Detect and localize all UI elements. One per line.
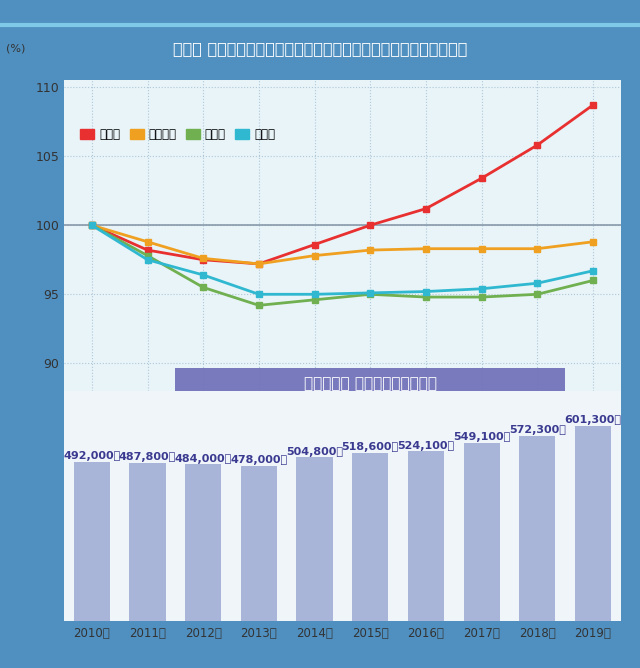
神奈川県 <box>200 255 207 263</box>
神奈川県 <box>422 244 430 253</box>
千葉県 <box>255 291 263 299</box>
Text: 504,800円: 504,800円 <box>286 447 343 457</box>
埼玉県 <box>366 291 374 299</box>
東京都 <box>255 260 263 268</box>
埼玉県 <box>422 293 430 301</box>
千葉県 <box>144 256 152 264</box>
東京都 <box>477 174 486 182</box>
埼玉県 <box>200 283 207 291</box>
東京都 <box>422 204 430 212</box>
千葉県 <box>534 279 541 287</box>
東京都 <box>88 221 96 229</box>
千葉県 <box>366 289 374 297</box>
千葉県 <box>311 291 319 299</box>
千葉県 <box>88 221 96 229</box>
Text: 478,000円: 478,000円 <box>230 456 287 466</box>
Bar <box>463 443 500 621</box>
千葉県 <box>422 287 430 295</box>
東京都 <box>200 256 207 264</box>
Line: 東京都: 東京都 <box>88 102 596 267</box>
東京都 <box>366 221 374 229</box>
埼玉県 <box>88 221 96 229</box>
Bar <box>575 426 611 621</box>
神奈川県 <box>366 246 374 254</box>
Line: 千葉県: 千葉県 <box>88 222 596 298</box>
Bar <box>296 458 333 621</box>
Text: 東京２３区 住宅地の平均㎡単価: 東京２３区 住宅地の平均㎡単価 <box>304 377 436 391</box>
Bar <box>74 462 110 621</box>
Line: 埼玉県: 埼玉県 <box>88 222 596 309</box>
Bar <box>129 463 166 621</box>
神奈川県 <box>144 238 152 246</box>
埼玉県 <box>144 252 152 260</box>
Text: 487,800円: 487,800円 <box>119 452 176 462</box>
Text: 572,300円: 572,300円 <box>509 425 566 435</box>
Text: (%): (%) <box>6 43 26 53</box>
神奈川県 <box>255 260 263 268</box>
千葉県 <box>477 285 486 293</box>
千葉県 <box>589 267 597 275</box>
神奈川県 <box>88 221 96 229</box>
Bar <box>185 464 221 621</box>
Line: 神奈川県: 神奈川県 <box>88 222 596 267</box>
東京都 <box>144 246 152 254</box>
Bar <box>352 453 388 621</box>
Text: 484,000円: 484,000円 <box>175 454 232 464</box>
Bar <box>408 451 444 621</box>
神奈川県 <box>534 244 541 253</box>
Legend: 東京都, 神奈川県, 埼玉県, 千葉県: 東京都, 神奈川県, 埼玉県, 千葉県 <box>76 124 280 146</box>
Text: 492,000円: 492,000円 <box>63 451 120 461</box>
東京都 <box>311 240 319 248</box>
Text: 518,600円: 518,600円 <box>342 442 399 452</box>
東京都 <box>534 141 541 149</box>
千葉県 <box>200 271 207 279</box>
埼玉県 <box>589 277 597 285</box>
埼玉県 <box>311 296 319 304</box>
埼玉県 <box>255 301 263 309</box>
埼玉県 <box>534 291 541 299</box>
東京都 <box>589 101 597 109</box>
Bar <box>519 436 556 621</box>
神奈川県 <box>477 244 486 253</box>
Text: 601,300円: 601,300円 <box>564 415 621 426</box>
Text: 首都圏 公示地価（住宅地）の対前年変動率をもとにした都県別推移: 首都圏 公示地価（住宅地）の対前年変動率をもとにした都県別推移 <box>173 41 467 56</box>
Text: 549,100円: 549,100円 <box>453 432 510 442</box>
FancyBboxPatch shape <box>175 367 565 398</box>
神奈川県 <box>311 252 319 260</box>
Text: 524,100円: 524,100円 <box>397 440 454 450</box>
神奈川県 <box>589 238 597 246</box>
Bar <box>241 466 277 621</box>
埼玉県 <box>477 293 486 301</box>
